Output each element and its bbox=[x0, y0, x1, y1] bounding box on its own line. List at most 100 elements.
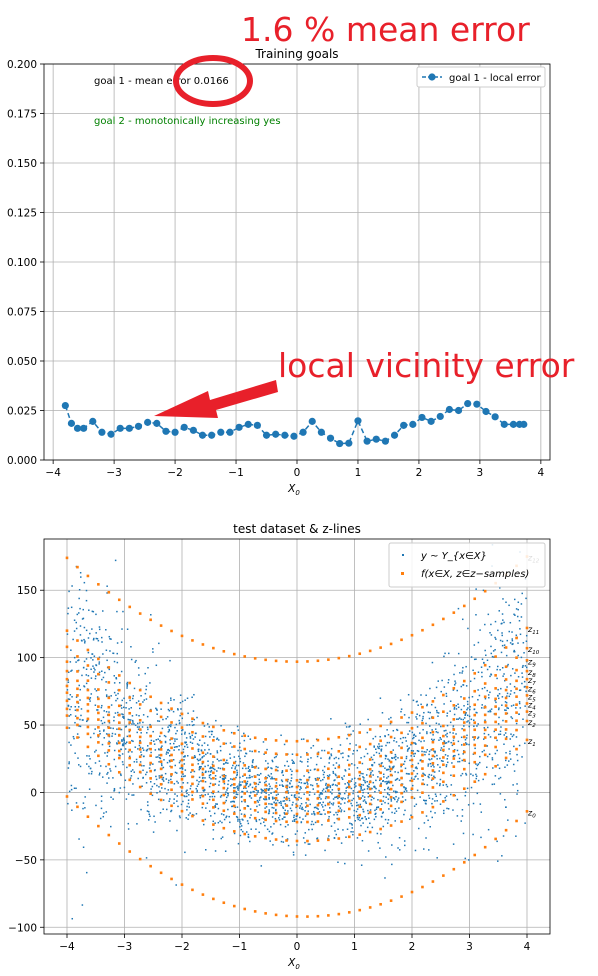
sample-point bbox=[298, 796, 300, 799]
sample-point bbox=[282, 785, 285, 787]
z-line-point bbox=[421, 791, 424, 794]
z-line-point bbox=[483, 720, 487, 724]
z-line-point bbox=[347, 733, 351, 737]
sample-point bbox=[248, 777, 250, 779]
sample-point bbox=[281, 818, 284, 820]
sample-point bbox=[139, 722, 141, 724]
sample-point bbox=[477, 723, 479, 725]
sample-point bbox=[489, 632, 491, 634]
sample-point bbox=[122, 715, 125, 718]
z-line-point bbox=[410, 772, 414, 775]
sample-point bbox=[420, 703, 422, 706]
sample-point bbox=[101, 641, 103, 643]
sample-point bbox=[121, 716, 124, 718]
sample-point bbox=[211, 795, 214, 798]
sample-point bbox=[170, 724, 172, 726]
sample-point bbox=[229, 757, 232, 759]
sample-point bbox=[291, 759, 293, 762]
z-line-point bbox=[149, 792, 152, 796]
sample-point bbox=[316, 837, 319, 839]
sample-point bbox=[382, 811, 384, 814]
sample-point bbox=[350, 733, 352, 736]
sample-point bbox=[193, 755, 196, 757]
sample-point bbox=[416, 789, 419, 792]
sample-point bbox=[475, 614, 477, 616]
sample-point bbox=[136, 731, 138, 734]
z-line-point bbox=[86, 815, 90, 819]
sample-point bbox=[88, 609, 90, 611]
sample-point bbox=[416, 718, 418, 720]
z-line-point bbox=[180, 742, 184, 746]
sample-point bbox=[497, 860, 499, 862]
z-line-point bbox=[379, 827, 382, 831]
sample-point bbox=[234, 787, 236, 789]
sample-point bbox=[385, 769, 388, 771]
sample-point bbox=[180, 803, 183, 806]
sample-point bbox=[386, 741, 389, 744]
z-line-point bbox=[431, 623, 435, 627]
sample-point bbox=[371, 796, 373, 798]
sample-point bbox=[137, 777, 139, 780]
sample-point bbox=[370, 799, 373, 801]
z-line-point bbox=[201, 721, 205, 725]
sample-point bbox=[362, 789, 364, 791]
sample-point bbox=[376, 832, 379, 835]
sample-point bbox=[290, 777, 293, 779]
sample-point bbox=[477, 736, 480, 738]
z-line-point bbox=[232, 745, 236, 748]
sample-point bbox=[384, 818, 387, 821]
z-line-point bbox=[295, 660, 299, 663]
sample-point bbox=[445, 695, 448, 697]
data-point bbox=[125, 424, 133, 432]
sample-point bbox=[167, 748, 170, 751]
z-line-point bbox=[431, 761, 435, 765]
z-line-label: z7 bbox=[527, 676, 536, 687]
sample-point bbox=[74, 715, 77, 717]
z-line-point bbox=[295, 779, 299, 782]
y-tick-label: 0.025 bbox=[7, 406, 37, 418]
sample-point bbox=[518, 713, 520, 716]
sample-point bbox=[246, 831, 248, 833]
sample-point bbox=[500, 687, 502, 690]
sample-point bbox=[303, 793, 305, 795]
z-line-point bbox=[421, 705, 424, 709]
sample-point bbox=[231, 805, 233, 808]
sample-point bbox=[363, 788, 366, 791]
sample-point bbox=[108, 711, 110, 713]
sample-point bbox=[97, 639, 100, 642]
data-point bbox=[427, 417, 435, 425]
z-line-point bbox=[180, 883, 184, 886]
sample-point bbox=[150, 788, 152, 790]
sample-point bbox=[235, 791, 237, 793]
sample-point bbox=[404, 788, 407, 791]
sample-point bbox=[314, 806, 317, 809]
sample-point bbox=[425, 799, 428, 802]
monotonic-annotation: goal 2 - monotonically increasing yes bbox=[94, 116, 281, 127]
sample-point bbox=[299, 788, 301, 791]
z-line-label: z8 bbox=[527, 668, 536, 679]
sample-point bbox=[358, 774, 361, 777]
sample-point bbox=[330, 825, 333, 827]
sample-point bbox=[351, 804, 353, 807]
sample-point bbox=[307, 771, 310, 774]
sample-point bbox=[457, 753, 460, 756]
z-line-point bbox=[97, 711, 100, 715]
sample-point bbox=[108, 722, 111, 724]
sample-point bbox=[396, 801, 398, 803]
sample-point bbox=[432, 764, 434, 766]
sample-point bbox=[515, 736, 518, 738]
sample-point bbox=[352, 790, 355, 792]
sample-point bbox=[342, 752, 344, 754]
z-line-point bbox=[347, 792, 351, 796]
sample-point bbox=[155, 775, 157, 778]
z-line-point bbox=[128, 728, 132, 732]
sample-point bbox=[91, 628, 93, 630]
z-line-point bbox=[410, 815, 414, 819]
z-line-point bbox=[253, 766, 257, 769]
z-line-point bbox=[159, 715, 163, 719]
sample-point bbox=[137, 728, 140, 730]
sample-point bbox=[300, 787, 302, 789]
z-line-point bbox=[389, 750, 393, 754]
sample-point bbox=[245, 752, 247, 755]
sample-point bbox=[139, 740, 141, 742]
